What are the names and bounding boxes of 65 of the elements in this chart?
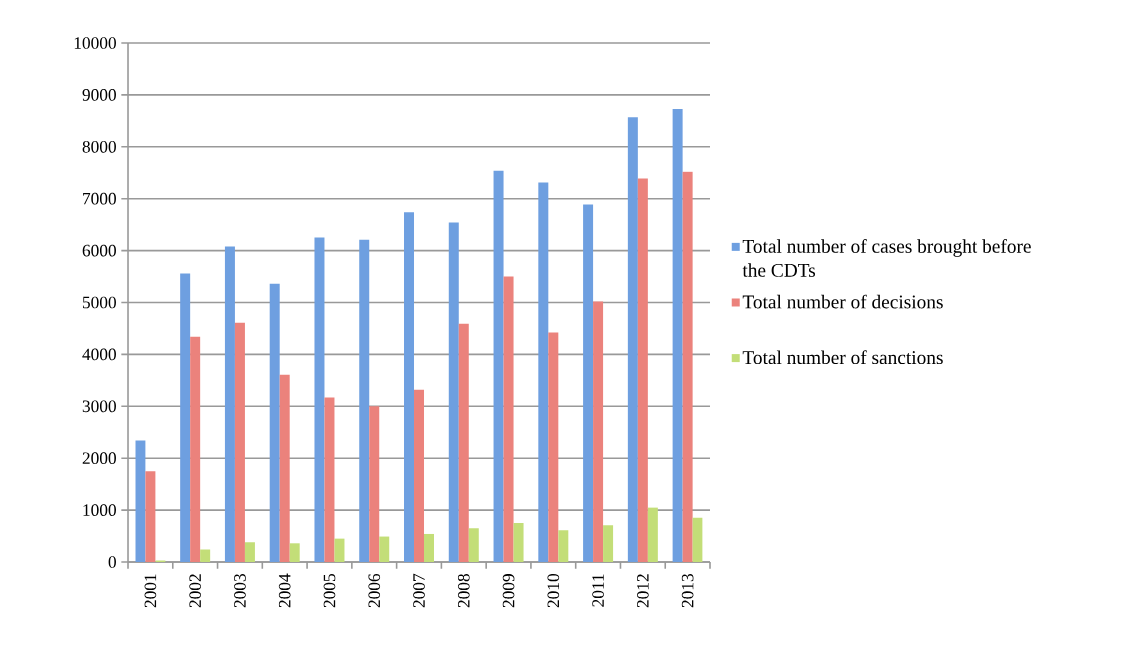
x-tick-label: 2012 [637,574,649,608]
bar [224,246,235,562]
y-tick-label: 5000 [82,296,116,309]
bar [493,170,504,562]
x-tick-label: 2011 [592,574,604,607]
bar [503,276,514,562]
bar [180,273,191,562]
bar [334,538,345,562]
x-tick-label: 2004 [278,573,291,608]
y-tick-label: 8000 [82,140,116,153]
bar [593,301,604,562]
bar [627,117,638,562]
bar [458,323,469,562]
bar [135,440,146,562]
bar [637,178,648,562]
x-tick-label: 2005 [323,574,336,608]
x-tick-label: 2003 [234,574,246,608]
bar [269,283,280,562]
y-tick-label: 2000 [82,452,116,465]
y-tick-label: 3000 [82,400,116,413]
bar [424,533,435,562]
bar [682,171,693,562]
bar [234,322,245,562]
bar [692,517,703,562]
x-tick-label: 2007 [413,573,425,608]
bar [369,406,380,562]
bar [145,471,156,562]
bar [200,549,211,562]
bar [603,525,614,562]
y-tick-label: 4000 [82,348,116,361]
bar [448,222,459,562]
y-tick-label: 1000 [83,504,116,516]
bar [190,336,201,562]
bar [324,397,335,562]
bar [244,542,255,562]
bar [414,389,425,562]
x-tick-label: 2001 [144,574,157,608]
bar [672,108,683,562]
x-tick-label: 2010 [547,574,560,608]
bar [513,523,524,562]
x-tick-label: 2013 [681,574,694,608]
y-tick-label: 9000 [82,89,116,101]
bar [647,507,658,562]
bar [289,543,300,562]
legend-label: Total number of sanctions [742,350,943,365]
bar [548,332,559,562]
legend-label: Total number of cases brought before the CDTs [742,239,1031,277]
bar [468,528,479,562]
bar [379,536,390,562]
x-tick-label: 2008 [457,574,470,608]
y-tick-label: 6000 [82,244,116,257]
y-tick-label: 10000 [74,37,116,49]
legend-label: Total number of decisions [742,294,943,309]
bar [359,239,370,562]
y-tick-label: 7000 [83,192,116,205]
y-tick-label: 0 [108,556,116,568]
bar [314,237,325,562]
bar [538,182,549,562]
bar [583,204,594,562]
x-tick-label: 2009 [502,574,515,608]
bar [404,212,415,562]
x-tick-label: 2002 [189,574,202,608]
bar [558,530,569,562]
bar [279,374,290,562]
x-tick-label: 2006 [368,573,381,608]
